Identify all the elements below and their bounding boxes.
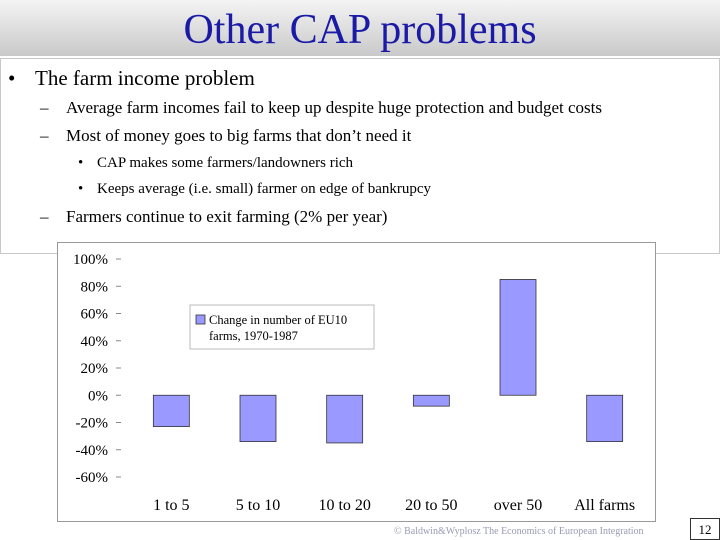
sub-bullet-text: Average farm incomes fail to keep up des… xyxy=(66,98,602,117)
slide-title: Other CAP problems xyxy=(183,7,537,53)
x-tick-label: 1 to 5 xyxy=(153,497,189,514)
title-bar: Other CAP problems xyxy=(0,0,720,56)
y-tick-label: -20% xyxy=(76,416,109,432)
bar-10-to-20 xyxy=(326,394,364,444)
legend-label: Change in number of EU10 xyxy=(209,313,347,327)
bar-chart: 100% 80% 60% 40% 20% 0% -20% -40% -60% 1 to 5 5 to… xyxy=(73,252,635,514)
y-tick-label: 60% xyxy=(81,307,109,323)
sub-bullet-text: Most of money goes to big farms that don… xyxy=(66,126,412,145)
page-number-box: 12 xyxy=(690,518,720,540)
y-tick-label: -60% xyxy=(76,470,109,486)
y-tick-label: -40% xyxy=(76,443,109,459)
x-tick-label: over 50 xyxy=(494,497,542,514)
y-tick-label: 80% xyxy=(81,279,109,295)
sub-bullet-text: Farmers continue to exit farming (2% per… xyxy=(66,207,388,226)
bullet-symbol: • xyxy=(8,66,16,90)
x-tick-label: All farms xyxy=(574,497,635,514)
bullet-symbol: • xyxy=(78,181,84,197)
bar-over-50 xyxy=(499,279,537,396)
content-box xyxy=(0,58,720,254)
legend-label: farms, 1970-1987 xyxy=(209,329,298,343)
dash-symbol: – xyxy=(40,207,49,226)
legend-swatch xyxy=(195,314,206,325)
bar-all-farms xyxy=(586,394,624,442)
x-tick-label: 20 to 50 xyxy=(405,497,457,514)
x-tick-label: 5 to 10 xyxy=(236,497,280,514)
dash-symbol: – xyxy=(40,126,49,145)
sub-sub-bullet-text: CAP makes some farmers/landowners rich xyxy=(97,155,354,171)
page-number: 12 xyxy=(698,522,712,537)
y-tick-label: 40% xyxy=(81,334,109,350)
bar-1-to-5 xyxy=(152,394,190,427)
dash-symbol: – xyxy=(40,98,49,117)
y-tick-label: 0% xyxy=(88,388,108,404)
y-tick-label: 20% xyxy=(81,361,109,377)
bar-20-to-50 xyxy=(412,394,450,407)
footer-credit: © Baldwin&Wyplosz The Economics of Europ… xyxy=(394,526,644,537)
bullet-text: The farm income problem xyxy=(35,66,255,90)
bar-5-to-10 xyxy=(239,394,277,442)
x-tick-label: 10 to 20 xyxy=(318,497,370,514)
bullet-symbol: • xyxy=(78,155,84,171)
legend-box xyxy=(189,304,375,350)
sub-sub-bullet-text: Keeps average (i.e. small) farmer on edg… xyxy=(97,181,432,197)
y-tick-label: 100% xyxy=(73,252,108,268)
chart-box: 100% 80% 60% 40% 20% 0% -20% -40% -60% 1 to 5 5 to… xyxy=(57,242,656,522)
